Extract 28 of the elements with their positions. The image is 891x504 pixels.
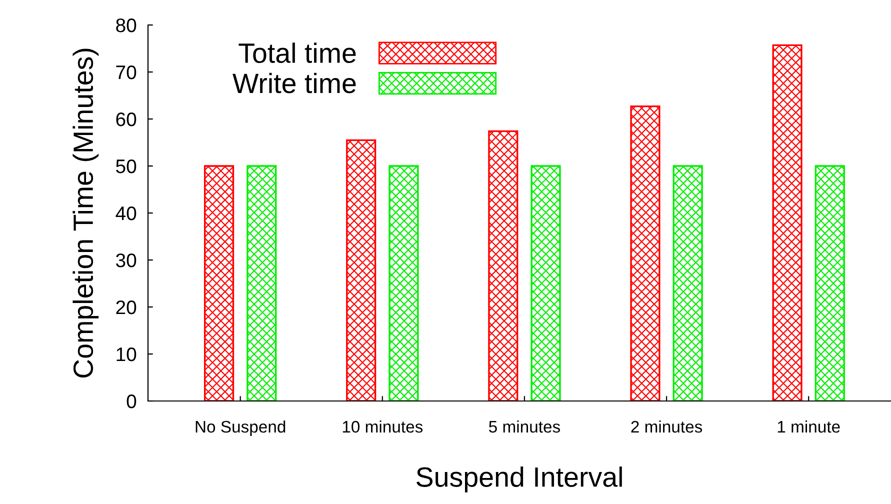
x-tick-label: 5 minutes <box>489 420 560 433</box>
x-tick-label: 1 minute <box>778 420 840 433</box>
bar <box>772 44 802 401</box>
y-tick-label: 30 <box>116 253 136 268</box>
y-tick-label: 50 <box>116 159 136 174</box>
bar <box>388 165 419 401</box>
y-tick-label: 10 <box>116 347 136 362</box>
bar <box>488 130 518 401</box>
y-tick-label: 70 <box>116 65 136 80</box>
x-axis-title: Suspend Interval <box>416 466 622 492</box>
legend-label: Write time <box>232 72 356 94</box>
x-tick-label: 10 minutes <box>342 420 423 433</box>
y-axis-title: Completion Time (Minutes) <box>72 48 99 378</box>
bar <box>630 105 660 401</box>
bar <box>346 139 376 401</box>
legend-label: Total time <box>238 42 356 64</box>
bar <box>814 165 845 401</box>
x-tick-label: 2 minutes <box>631 420 702 433</box>
bar <box>530 165 561 401</box>
bar <box>672 165 703 401</box>
bar <box>246 165 277 401</box>
y-tick-label: 0 <box>126 394 136 408</box>
y-tick-label: 40 <box>116 206 136 220</box>
y-tick-label: 60 <box>116 112 136 126</box>
y-tick-label: 20 <box>116 300 136 314</box>
bar <box>204 165 234 401</box>
y-tick-label: 80 <box>116 18 136 32</box>
x-tick-label: No Suspend <box>196 420 286 436</box>
